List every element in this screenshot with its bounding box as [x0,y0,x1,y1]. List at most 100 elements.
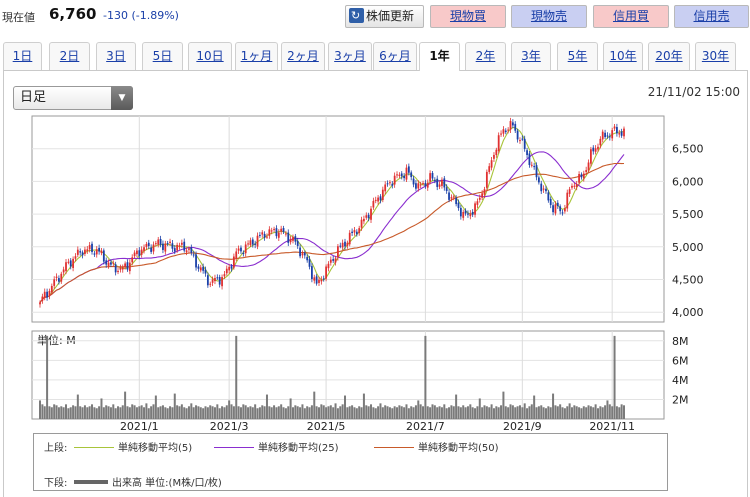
volume-bar [277,406,280,419]
candle-body [91,243,93,252]
candle-body [117,270,119,273]
volume-bar [202,408,205,419]
candle-body [415,183,417,189]
candle-body [594,148,597,152]
candle-body [159,239,162,245]
tab-2d[interactable]: 2日 [49,42,90,70]
refresh-price-button[interactable]: 株価更新 [345,5,424,28]
candle-body [540,183,543,192]
volume-bar [578,407,581,419]
stock-chart: 6,500 6,000 5,500 5,000 4,500 4,000 単位: M 8M 6… [31,115,704,433]
volume-bar [180,404,183,419]
candle-body [346,242,349,246]
volume-bar [154,395,157,419]
volume-bar [55,405,58,419]
candle-body [476,201,479,205]
volume-tick-label: 2M [672,393,689,406]
candle-body [119,267,122,270]
candle-body [247,243,249,245]
volume-bar [611,406,614,419]
candle-body [353,230,356,233]
date-tick-label: 2021/5 [307,420,346,433]
volume-bar [289,398,292,419]
volume-bar [126,406,129,419]
cash-sell-button[interactable]: 現物売 [511,5,587,28]
candle-body [273,228,275,230]
candle-body [277,232,280,238]
tab-1m[interactable]: 1ヶ月 [235,42,278,70]
volume-bar [69,407,72,419]
volume-bar [388,407,391,419]
volume-bar [150,406,153,419]
candle-body [339,245,342,247]
candle-body [154,243,157,245]
candle-body [209,283,212,285]
tab-10d[interactable]: 10日 [188,42,232,70]
volume-bar [187,406,190,419]
volume-bar [239,407,242,419]
tab-2m[interactable]: 2ヶ月 [281,42,325,70]
candle-body [597,146,599,150]
candle-body [448,192,450,200]
volume-bar [43,406,46,419]
volume-bar [332,407,335,419]
tab-1d[interactable]: 1日 [3,42,42,70]
candle-body [202,266,205,271]
candle-body [121,267,124,270]
tab-5y[interactable]: 5年 [557,42,598,70]
candle-body [287,232,290,243]
candle-body [171,243,174,249]
tab-10y[interactable]: 10年 [603,42,643,70]
chart-interval-select[interactable]: 日足 ▼ [13,86,133,110]
volume-bar [221,406,224,419]
volume-bar [433,405,436,419]
candle-body [332,259,335,261]
candle-body [469,213,472,217]
volume-bar [147,408,150,419]
tab-3m[interactable]: 3ヶ月 [328,42,372,70]
tab-20y[interactable]: 20年 [648,42,690,70]
volume-bar [76,394,79,419]
volume-bar [247,407,250,419]
tab-6m[interactable]: 6ヶ月 [373,42,417,70]
candle-body [183,241,186,251]
price-tick-label: 5,000 [672,241,704,254]
candle-body [568,189,571,194]
tab-2y[interactable]: 2年 [465,42,506,70]
volume-bar [339,406,342,419]
candle-body [554,204,557,214]
candle-body [398,174,401,176]
volume-bar [523,403,526,419]
candle-body [419,184,422,186]
candle-body [396,174,398,176]
candle-body [145,243,148,247]
candle-body [493,154,495,159]
candle-body [620,131,623,136]
candle-body [459,207,462,217]
candle-body [566,192,569,209]
price-change: -130 (-1.89%) [103,9,179,22]
candle-body [507,129,510,131]
cash-buy-button[interactable]: 現物買 [430,5,506,28]
tab-1y[interactable]: 1年 [419,42,460,71]
tab-3y[interactable]: 3年 [511,42,551,70]
candle-body [322,278,325,280]
volume-bar [488,407,491,419]
margin-buy-button[interactable]: 信用買 [593,5,669,28]
tab-30y[interactable]: 30年 [695,42,736,70]
candle-body [188,248,190,250]
candle-body [334,258,337,263]
candle-body [502,129,505,134]
tab-3d[interactable]: 3日 [96,42,136,70]
moving-average-lines [39,126,625,303]
volume-bar [159,406,162,419]
volume-bar [131,404,134,419]
volume-bar [384,405,387,419]
volume-bar [114,408,117,419]
candle-body [592,147,595,152]
margin-sell-button[interactable]: 信用売 [674,5,749,28]
tab-5d[interactable]: 5日 [142,42,183,70]
volume-bar [299,407,302,419]
date-tick-label: 2021/1 [120,420,159,433]
candle-body [580,174,583,178]
